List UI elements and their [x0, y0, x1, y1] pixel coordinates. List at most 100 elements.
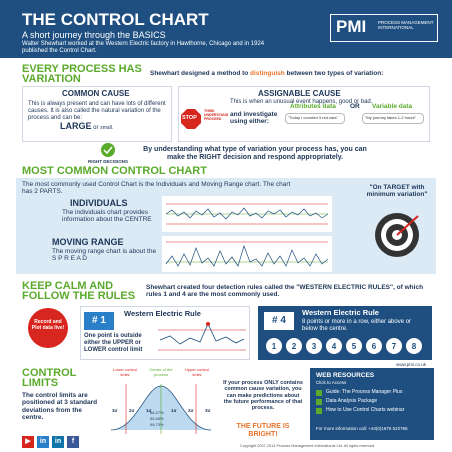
resource-text: Guide: The Process Manager Plus	[326, 389, 403, 396]
point-circle	[306, 338, 322, 354]
point-label: 6	[372, 342, 377, 351]
section-heading: CONTROL LIMITS	[22, 367, 77, 390]
point-circle	[386, 338, 402, 354]
assignable-text: This is when an unusual event happens, g…	[230, 99, 373, 105]
point-circle	[406, 338, 422, 354]
target-caption: "On TARGET with minimum variation"	[366, 184, 428, 199]
limits-text: The control limits are positioned at 3 s…	[22, 392, 98, 422]
header	[0, 0, 452, 58]
point-label: 2	[292, 342, 297, 351]
investigate: and investigate using either:	[230, 111, 278, 126]
sigma-label: 1σ	[146, 408, 152, 413]
small: small.	[100, 125, 114, 131]
percent-label: 99.73%	[150, 422, 164, 427]
social-icon[interactable]: f	[67, 436, 79, 448]
rule-title: Western Electric Rule	[124, 309, 201, 318]
sigma-label: 1σ	[171, 408, 177, 413]
social-icon[interactable]: in	[52, 436, 64, 448]
individuals-text: The individuals chart provides informati…	[62, 209, 152, 224]
target-icon	[375, 213, 419, 257]
moving-text: The moving range chart is about the S P …	[52, 248, 157, 263]
intro: Walter Shewhart worked at the Western El…	[22, 41, 265, 54]
social-icon[interactable]: in	[37, 436, 49, 448]
resource-text: Data Analysis Package	[326, 398, 378, 405]
lead: Shewhart designed a method to distinguis…	[150, 70, 383, 77]
decisions: By understanding what type of variation …	[143, 146, 367, 162]
sigma-row: 3σ 2σ 1σ 1σ 2σ 3σ	[112, 408, 211, 416]
percent-label: 68.27%	[150, 410, 164, 415]
logo-box	[330, 14, 438, 42]
badge-text: Record and Plot data live!	[31, 319, 65, 331]
point-circle	[326, 338, 342, 354]
common-text: This is always present and can have lots…	[28, 101, 166, 121]
chart-intro: The most commonly used Control Chart is …	[22, 181, 291, 196]
sigma-label: 2σ	[129, 408, 135, 413]
badge	[28, 308, 68, 348]
social-icon[interactable]: ▶	[22, 436, 34, 448]
resource-text: How to Use Control Charts webinar	[326, 407, 405, 414]
sigma-label: 3σ	[205, 408, 211, 413]
steps: THINK UNDERSTAND PROCEED	[204, 109, 229, 122]
resource-bullet	[316, 408, 322, 414]
centre-label: Centre of the process	[149, 367, 173, 377]
rule-box	[80, 306, 250, 360]
box-title: ASSIGNABLE CAUSE	[258, 89, 341, 98]
bright: THE FUTURE IS BRIGHT!	[236, 423, 290, 439]
point-label: 7	[392, 342, 397, 351]
point-label: 8	[412, 342, 417, 351]
point-label: 5	[352, 342, 357, 351]
or: or	[93, 125, 99, 131]
var-example: "My journey takes 1-2 hours"	[362, 113, 424, 124]
rule4-points: 1 2 3 4 5 6 7 8	[266, 338, 422, 354]
section-heading: MOST COMMON CONTROL CHART	[22, 165, 207, 177]
contact: For more information call: +44(0)1676 52…	[316, 426, 408, 431]
point-label: 4	[332, 342, 337, 351]
variable: Variable data	[372, 103, 413, 110]
upper-label: Upper control limits	[184, 367, 209, 377]
section-heading: EVERY PROCESS HAS VARIATION	[22, 63, 142, 86]
rule-num: # 4	[264, 312, 294, 330]
lower-label: Lower control limits	[112, 367, 137, 377]
resource-item[interactable]: How to Use Control Charts webinar	[316, 407, 432, 414]
decisions-icon: RIGHT DECISIONS	[88, 159, 129, 164]
rule-text: One point is outside either the UPPER or…	[84, 333, 143, 353]
point-label: 3	[312, 342, 317, 351]
text: between two types of variation:	[286, 70, 384, 77]
resource-bullet	[316, 390, 322, 396]
attr-example: "Today I counted 3 red cars"	[285, 113, 345, 124]
point-label: 1	[272, 342, 277, 351]
box-title: COMMON CAUSE	[62, 89, 130, 98]
check-icon	[101, 143, 115, 157]
resources-title: WEB RESOURCES	[316, 372, 375, 379]
chart-illustration	[162, 196, 332, 272]
sigma-label: 2σ	[188, 408, 194, 413]
resources-list: Guide: The Process Manager Plus Data Anal…	[316, 389, 432, 417]
resource-item[interactable]: Guide: The Process Manager Plus	[316, 389, 432, 396]
percent-list: 68.27% 95.45% 99.73%	[150, 410, 170, 428]
title: THE CONTROL CHART	[22, 10, 209, 29]
or: OR	[350, 103, 360, 110]
resources-subtitle: Click to Access	[316, 380, 347, 385]
resource-bullet	[316, 399, 322, 405]
rule1-illustration	[158, 322, 246, 351]
individuals: INDIVIDUALS	[70, 198, 128, 208]
attributes: Attributes data	[290, 103, 336, 110]
logo-text: PROCESS MANAGEMENT INTERNATIONAL	[378, 20, 434, 31]
url: www.pmi.co.uk	[396, 362, 427, 367]
rules-lead: Shewhart created four detection rules ca…	[146, 284, 424, 299]
logo: PMI	[336, 17, 367, 36]
rule-title: Western Electric Rule	[302, 308, 379, 317]
common-box	[22, 86, 172, 142]
moving-range: MOVING RANGE	[52, 237, 124, 247]
point-circle	[346, 338, 362, 354]
resource-item[interactable]: Data Analysis Package	[316, 398, 432, 405]
text: Shewhart designed a method to	[150, 70, 249, 77]
size-line: LARGE or small.	[60, 121, 113, 132]
subtitle: A short journey through the BASICS	[22, 30, 166, 40]
bell-curve	[110, 384, 212, 434]
assignable-box	[178, 86, 430, 142]
point-circle	[286, 338, 302, 354]
sigma-label: 3σ	[112, 408, 118, 413]
section-heading: KEEP CALM AND FOLLOW THE RULES	[22, 280, 136, 303]
